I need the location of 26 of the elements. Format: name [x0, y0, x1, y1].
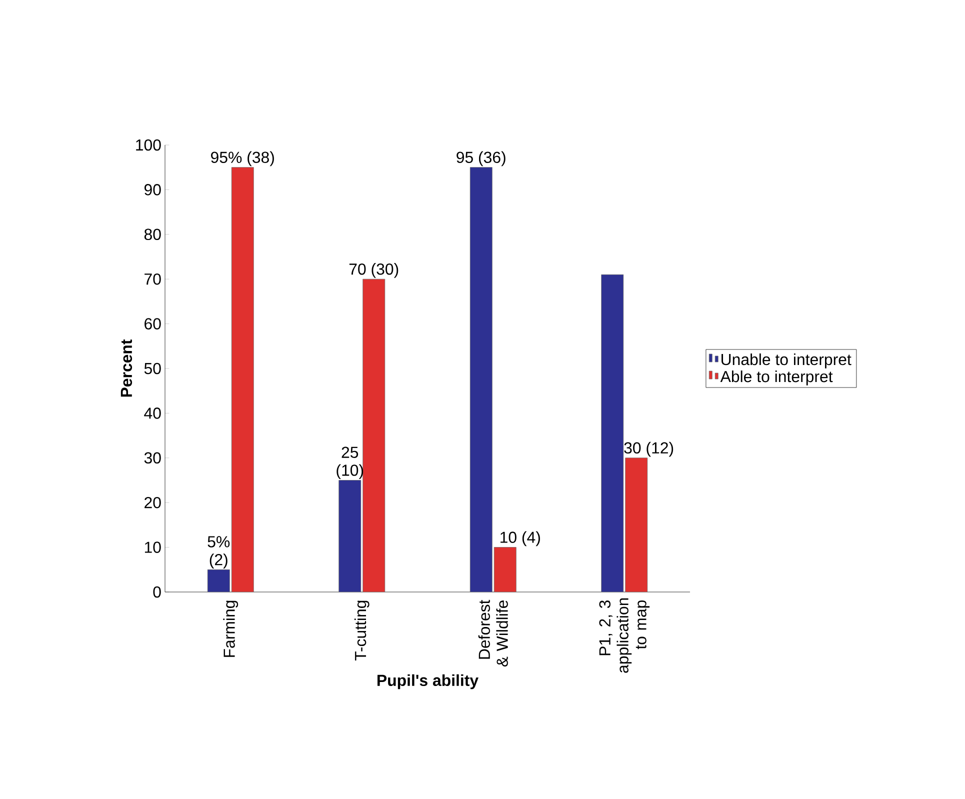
data-label: 10 (4) — [500, 531, 540, 546]
y-tick-label: 20 — [144, 496, 161, 508]
y-tick-label: 60 — [144, 318, 161, 330]
legend-label: Unable to interpret — [722, 353, 852, 368]
x-tick-label: T-cutting — [354, 600, 370, 661]
legend-label: Able to interpret — [720, 370, 833, 386]
x-tick-label: P1, 2, 3 application to map — [599, 598, 650, 673]
y-tick-label: 0 — [153, 586, 161, 598]
data-label: 30 (12) — [624, 442, 674, 457]
y-tick-label: 30 — [144, 452, 161, 464]
y-tick-label: 90 — [144, 184, 161, 196]
y-tick-label: 80 — [144, 228, 161, 240]
y-tick-label: 100 — [136, 139, 161, 151]
data-label: 95 (36) — [456, 151, 506, 166]
y-tick-label: 70 — [144, 273, 161, 285]
x-tick-label: Farming — [223, 600, 238, 657]
y-axis-title: Percent — [120, 339, 132, 397]
data-label: 25 (10) — [336, 446, 364, 480]
data-label: 70 (30) — [349, 263, 398, 278]
y-tick-label: 40 — [144, 408, 161, 419]
x-axis-title: Pupil's ability — [378, 674, 478, 690]
y-tick-label: 10 — [144, 542, 161, 553]
x-tick-label: Deforest & Wildlife — [478, 600, 508, 667]
y-tick-label: 50 — [144, 362, 161, 374]
data-label: 5% (2) — [208, 536, 230, 568]
data-label: 95% (38) — [211, 151, 274, 166]
